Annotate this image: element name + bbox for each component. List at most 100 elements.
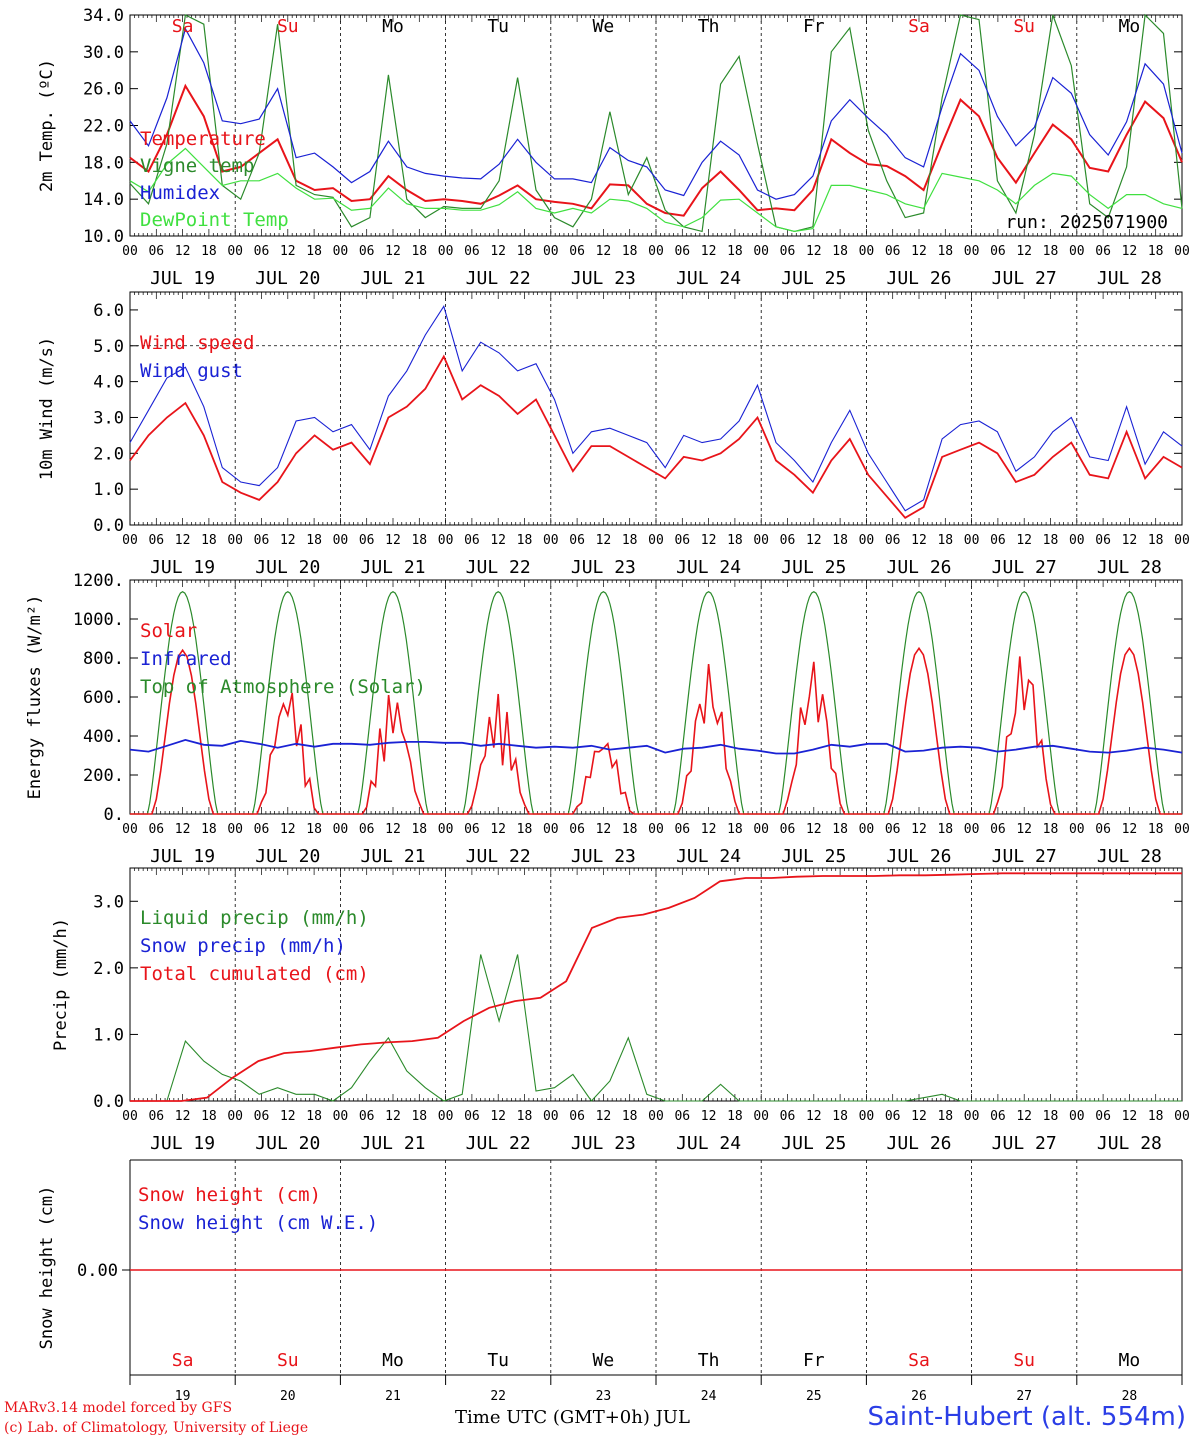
hour-tick-label: 12 xyxy=(1016,533,1032,548)
hour-tick-label: 18 xyxy=(622,533,638,548)
hour-tick-label: 00 xyxy=(122,244,138,259)
date-label: JUL 25 xyxy=(781,846,846,867)
hour-tick-label: 06 xyxy=(780,1109,796,1124)
hour-tick-label: 00 xyxy=(438,1109,454,1124)
date-label: JUL 21 xyxy=(360,1133,425,1154)
hour-tick-label: 00 xyxy=(333,533,349,548)
date-label: JUL 27 xyxy=(992,268,1057,289)
legend-entry: Solar xyxy=(140,620,197,642)
y-tick-label: 0. xyxy=(104,805,124,825)
hour-tick-label: 12 xyxy=(911,533,927,548)
y-tick-label: 0.0 xyxy=(93,516,124,536)
hour-tick-label: 06 xyxy=(674,533,690,548)
hour-tick-label: 18 xyxy=(411,822,427,837)
hour-tick-label: 18 xyxy=(832,822,848,837)
hour-tick-label: 06 xyxy=(990,533,1006,548)
hour-tick-label: 18 xyxy=(201,533,217,548)
hour-tick-label: 18 xyxy=(411,1109,427,1124)
hour-tick-label: 06 xyxy=(674,244,690,259)
hour-tick-label: 00 xyxy=(438,533,454,548)
hour-tick-label: 12 xyxy=(490,533,506,548)
weekday-label: Mo xyxy=(1119,16,1141,37)
hour-tick-label: 06 xyxy=(359,533,375,548)
bottom-weekday-label: Sa xyxy=(908,1350,930,1371)
hour-tick-label: 00 xyxy=(1069,1109,1085,1124)
y-tick-label: 0.0 xyxy=(93,1092,124,1112)
y-tick-label: 1.0 xyxy=(93,480,124,500)
hour-tick-label: 00 xyxy=(648,822,664,837)
legend-entry: Liquid precip (mm/h) xyxy=(140,907,369,929)
legend-entry: Snow precip (mm/h) xyxy=(140,935,346,957)
weekday-label: We xyxy=(593,16,615,37)
hour-tick-label: 00 xyxy=(648,533,664,548)
date-label: JUL 19 xyxy=(150,846,215,867)
hour-tick-label: 06 xyxy=(464,822,480,837)
y-tick-label: 3.0 xyxy=(93,892,124,912)
date-label: JUL 23 xyxy=(571,846,636,867)
hour-tick-label: 18 xyxy=(411,533,427,548)
bottom-weekday-label: Su xyxy=(1013,1350,1035,1371)
hour-tick-label: 12 xyxy=(1016,244,1032,259)
date-label: JUL 28 xyxy=(1097,846,1162,867)
lab-credit: (c) Lab. of Climatology, University of L… xyxy=(4,1420,309,1436)
date-label: JUL 19 xyxy=(150,1133,215,1154)
y-tick-label: 6.0 xyxy=(93,301,124,321)
hour-tick-label: 06 xyxy=(254,822,270,837)
hour-tick-label: 06 xyxy=(569,822,585,837)
hour-tick-label: 00 xyxy=(648,1109,664,1124)
hour-tick-label: 00 xyxy=(1069,533,1085,548)
hour-tick-label: 18 xyxy=(517,533,533,548)
hour-tick-label: 06 xyxy=(674,822,690,837)
hour-tick-label: 00 xyxy=(1174,1109,1190,1124)
legend-entry: Infrared xyxy=(140,648,232,670)
date-label: JUL 27 xyxy=(992,1133,1057,1154)
hour-tick-label: 06 xyxy=(569,244,585,259)
legend-entry: Top of Atmosphere (Solar) xyxy=(140,676,426,698)
hour-tick-label: 18 xyxy=(1043,1109,1059,1124)
hour-tick-label: 18 xyxy=(201,822,217,837)
hour-tick-label: 12 xyxy=(911,1109,927,1124)
hour-tick-label: 06 xyxy=(1095,533,1111,548)
hour-tick-label: 06 xyxy=(359,244,375,259)
hour-tick-label: 06 xyxy=(990,822,1006,837)
hour-tick-label: 12 xyxy=(596,822,612,837)
hour-tick-label: 18 xyxy=(622,1109,638,1124)
hour-tick-label: 06 xyxy=(464,533,480,548)
bottom-day-number: 27 xyxy=(1016,1389,1032,1404)
hour-tick-label: 06 xyxy=(1095,822,1111,837)
y-tick-label: 22.0 xyxy=(83,117,124,137)
hour-tick-label: 12 xyxy=(280,822,296,837)
series-wind-gust xyxy=(129,304,1183,512)
hour-tick-label: 00 xyxy=(543,244,559,259)
station-title: Saint-Hubert (alt. 554m) xyxy=(867,1402,1186,1432)
weekday-label: Th xyxy=(698,16,720,37)
bottom-day-number: 28 xyxy=(1122,1389,1138,1404)
hour-tick-label: 12 xyxy=(701,533,717,548)
hour-tick-label: 12 xyxy=(1122,244,1138,259)
hour-tick-label: 00 xyxy=(122,1109,138,1124)
hour-tick-label: 00 xyxy=(543,1109,559,1124)
bottom-weekday-label: Th xyxy=(698,1350,720,1371)
hour-tick-label: 00 xyxy=(859,1109,875,1124)
series-total-cumulated xyxy=(130,872,1182,1102)
y-tick-label: 5.0 xyxy=(93,337,124,357)
series-wind-speed xyxy=(129,354,1183,519)
hour-tick-label: 12 xyxy=(280,1109,296,1124)
date-label: JUL 23 xyxy=(571,268,636,289)
hour-tick-label: 06 xyxy=(464,1109,480,1124)
hour-tick-label: 18 xyxy=(622,244,638,259)
hour-tick-label: 18 xyxy=(937,533,953,548)
hour-tick-label: 06 xyxy=(780,244,796,259)
legend-entry: Snow height (cm) xyxy=(138,1184,321,1206)
hour-tick-label: 00 xyxy=(543,822,559,837)
bottom-weekday-label: We xyxy=(593,1350,615,1371)
hour-tick-label: 18 xyxy=(727,244,743,259)
y-axis-label: Snow height (cm) xyxy=(37,1186,57,1350)
bottom-weekday-label: Fr xyxy=(803,1350,825,1371)
weekday-label: Su xyxy=(277,16,299,37)
hour-tick-label: 00 xyxy=(227,1109,243,1124)
date-label: JUL 21 xyxy=(360,557,425,578)
hour-tick-label: 00 xyxy=(859,244,875,259)
date-label: JUL 28 xyxy=(1097,557,1162,578)
